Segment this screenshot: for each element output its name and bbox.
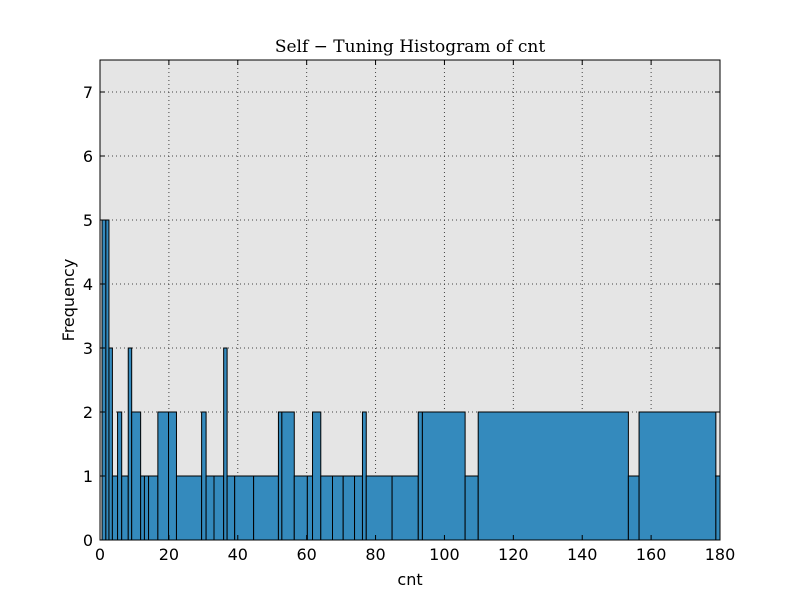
histogram-bar [417,411,423,541]
histogram-bar [391,475,419,541]
x-tick-label: 40 [228,545,248,564]
histogram-bar [157,411,170,541]
y-tick-label: 4 [83,275,93,294]
bars [101,219,721,541]
x-tick-label: 100 [429,545,460,564]
histogram-bar [354,475,363,541]
histogram-bar [127,347,133,541]
histogram-bar [253,475,279,541]
histogram-bar [101,219,107,541]
x-axis-label: cnt [397,570,422,589]
histogram-bar [477,411,629,541]
x-tick-label: 80 [365,545,385,564]
histogram-bar [111,475,119,541]
histogram-bar [361,411,367,541]
y-axis-label: Frequency [59,259,78,342]
histogram-bar [148,475,159,541]
y-tick-label: 2 [83,403,93,422]
y-tick-label: 7 [83,83,93,102]
y-tick-label: 5 [83,211,93,230]
x-tick-label: 120 [498,545,529,564]
histogram-bar [201,411,207,541]
plot-frame [99,59,721,541]
histogram-bar [117,411,123,541]
x-tick-label: 20 [159,545,179,564]
histogram-bar [332,475,344,541]
x-tick-label: 180 [705,545,736,564]
y-tick-label: 0 [83,531,93,550]
histogram-bar [143,475,150,541]
histogram-bar [627,475,640,541]
x-tick-label: 60 [296,545,316,564]
histogram-bar [464,475,479,541]
histogram-bar [320,475,333,541]
histogram-bar [715,475,721,541]
histogram-bar [342,475,356,541]
y-tick-label: 6 [83,147,93,166]
histogram-bar [140,475,145,541]
histogram-bar [121,475,129,541]
x-tick-label: 160 [636,545,667,564]
histogram-bar [421,411,466,541]
histogram-bar [175,475,203,541]
histogram-bar [223,347,228,541]
x-tick-label: 140 [567,545,598,564]
y-tick-label: 1 [83,467,93,486]
histogram-bar [312,411,322,541]
ticks: 0 20 40 60 80 100 120 140 160 180 0 1 2 3 4 5 6 7 [83,60,735,564]
chart-title: Self − Tuning Histogram of cnt [275,37,546,57]
x-tick-label: 0 [95,545,105,564]
histogram-bar [277,411,283,541]
histogram-bar [638,411,717,541]
histogram-bar [306,475,314,541]
histogram-bar [213,475,225,541]
histogram-bar [108,347,113,541]
histogram-bar [226,475,236,541]
histogram-bar [365,475,393,541]
histogram-bar [131,411,142,541]
histogram-bar [281,411,295,541]
y-tick-label: 3 [83,339,93,358]
histogram-bar [205,475,215,541]
histogram-bar [293,475,308,541]
histogram-bar [234,475,255,541]
histogram-bar [168,411,177,541]
